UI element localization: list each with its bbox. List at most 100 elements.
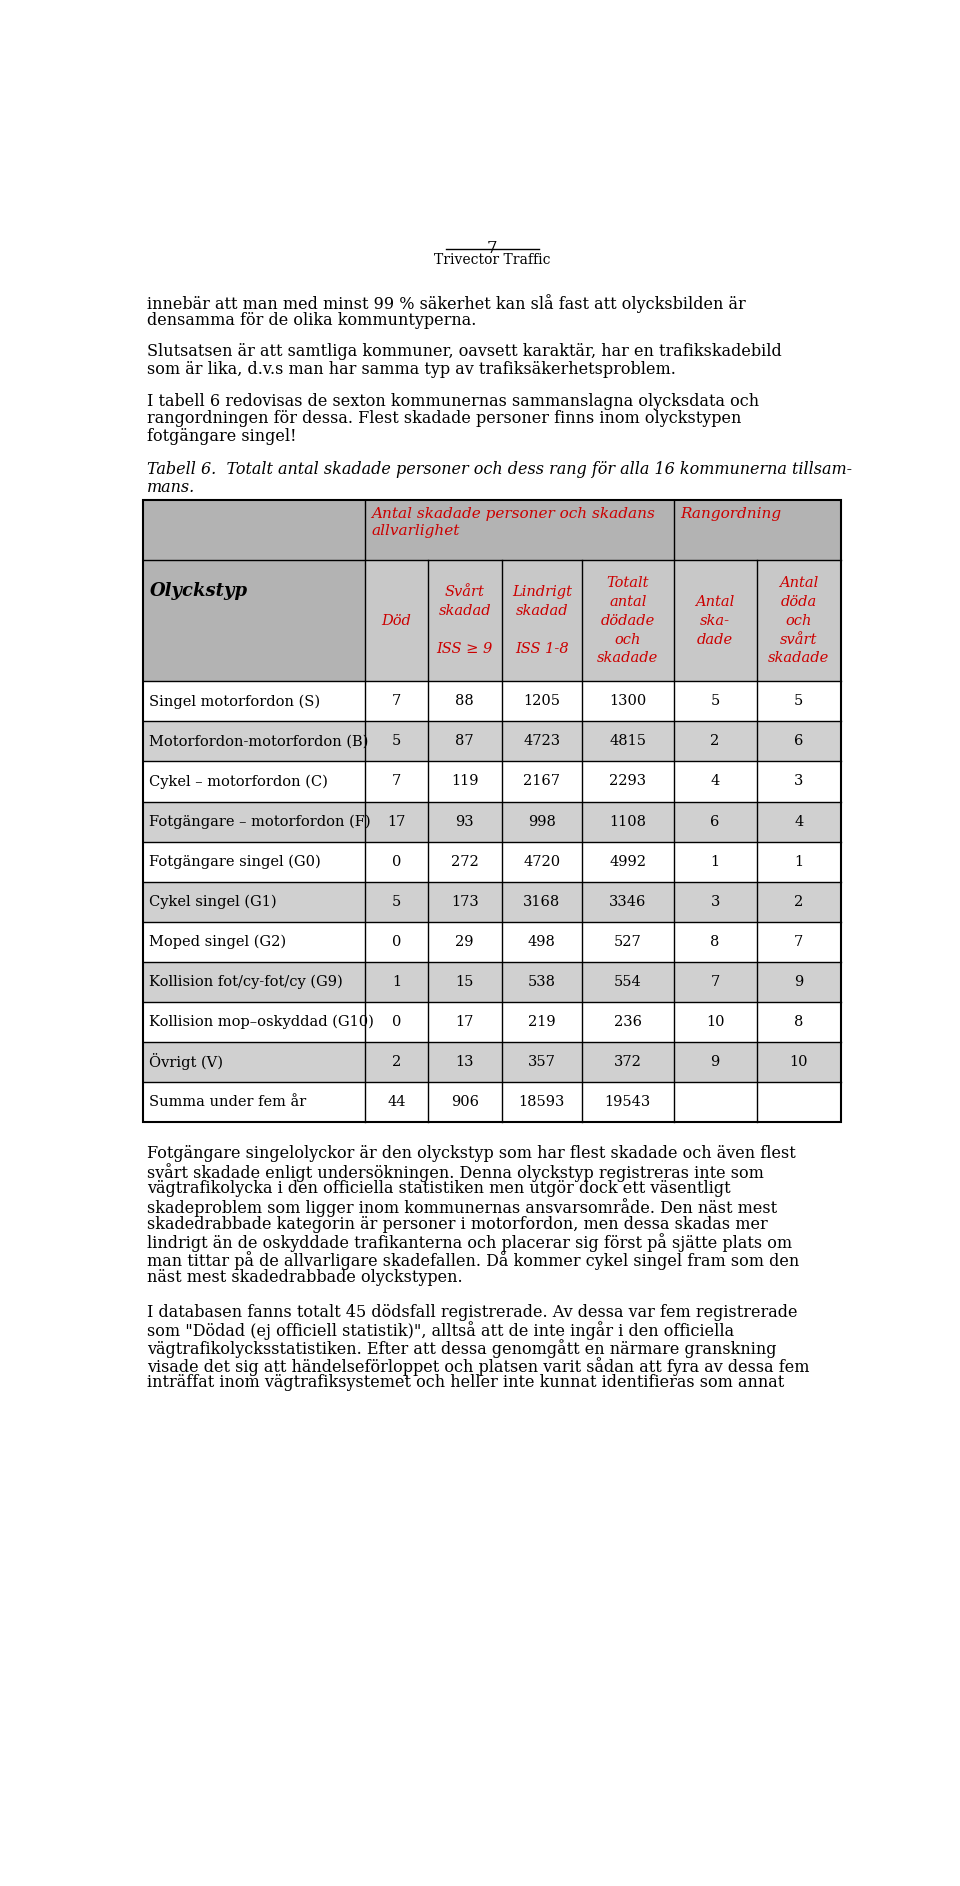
Bar [365, 841, 428, 881]
Bar [502, 1083, 582, 1122]
Bar [582, 1083, 674, 1122]
Text: näst mest skadedrabbade olyckstypen.: näst mest skadedrabbade olyckstypen. [147, 1269, 463, 1286]
Text: 4: 4 [794, 815, 804, 828]
Bar [428, 681, 502, 722]
Bar [674, 802, 756, 841]
Text: 554: 554 [614, 975, 641, 988]
Bar [502, 962, 582, 1001]
Bar [674, 681, 756, 722]
Text: 7: 7 [392, 775, 401, 788]
Text: 0: 0 [392, 935, 401, 949]
Text: 2: 2 [392, 1054, 401, 1069]
Bar [582, 722, 674, 762]
Text: 5: 5 [392, 894, 401, 909]
Bar [756, 722, 841, 762]
Bar [756, 560, 841, 681]
Bar [674, 560, 756, 681]
Text: 357: 357 [528, 1054, 556, 1069]
Text: Motorfordon-motorfordon (B): Motorfordon-motorfordon (B) [150, 734, 369, 749]
Bar [365, 762, 428, 802]
Bar [674, 962, 756, 1001]
Text: 29: 29 [455, 935, 474, 949]
Text: Cykel singel (G1): Cykel singel (G1) [150, 894, 277, 909]
Text: 119: 119 [451, 775, 478, 788]
Bar [428, 762, 502, 802]
Text: 93: 93 [455, 815, 474, 828]
Bar [143, 722, 365, 762]
Bar [428, 560, 502, 681]
Bar [143, 681, 365, 722]
Bar [756, 681, 841, 722]
Text: Kollision mop–oskyddad (G10): Kollision mop–oskyddad (G10) [150, 1015, 374, 1030]
Text: 17: 17 [456, 1015, 474, 1028]
Bar [365, 922, 428, 962]
Bar [674, 881, 756, 922]
Text: 0: 0 [392, 854, 401, 869]
Text: 17: 17 [387, 815, 405, 828]
Bar [365, 1041, 428, 1083]
Text: Cykel – motorfordon (C): Cykel – motorfordon (C) [150, 775, 328, 788]
Bar [502, 681, 582, 722]
Bar [582, 681, 674, 722]
Bar [143, 500, 365, 681]
Bar [582, 841, 674, 881]
Bar [143, 500, 841, 1122]
Text: 236: 236 [613, 1015, 642, 1028]
Text: 4723: 4723 [523, 734, 561, 749]
Bar [674, 762, 756, 802]
Text: 4: 4 [710, 775, 720, 788]
Text: 44: 44 [387, 1094, 406, 1109]
Text: innebär att man med minst 99 % säkerhet kan slå fast att olycksbilden är: innebär att man med minst 99 % säkerhet … [147, 294, 746, 313]
Text: 1205: 1205 [523, 694, 561, 709]
Text: Antal skadade personer och skadans: Antal skadade personer och skadans [372, 507, 655, 521]
Bar [502, 1001, 582, 1041]
Text: 2293: 2293 [610, 775, 646, 788]
Text: fotgängare singel!: fotgängare singel! [147, 428, 297, 445]
Bar [582, 560, 674, 681]
Text: svårt skadade enligt undersökningen. Denna olyckstyp registreras inte som: svårt skadade enligt undersökningen. Den… [147, 1162, 764, 1181]
Text: Svårt
skadad

ISS ≥ 9: Svårt skadad ISS ≥ 9 [437, 585, 492, 656]
Text: 19543: 19543 [605, 1094, 651, 1109]
Bar [756, 762, 841, 802]
Bar [502, 881, 582, 922]
Bar [756, 1001, 841, 1041]
Bar [674, 1083, 756, 1122]
Text: Slutsatsen är att samtliga kommuner, oavsett karaktär, har en trafikskadebild: Slutsatsen är att samtliga kommuner, oav… [147, 343, 781, 360]
Bar [428, 962, 502, 1001]
Bar [365, 560, 428, 681]
Text: 87: 87 [455, 734, 474, 749]
Bar [582, 962, 674, 1001]
Bar [365, 681, 428, 722]
Bar [502, 762, 582, 802]
Bar [428, 802, 502, 841]
Bar [143, 922, 365, 962]
Bar [143, 841, 365, 881]
Text: 2: 2 [710, 734, 720, 749]
Text: 88: 88 [455, 694, 474, 709]
Text: 906: 906 [451, 1094, 479, 1109]
Text: Trivector Traffic: Trivector Traffic [434, 253, 550, 268]
Text: Fotgängare singel (G0): Fotgängare singel (G0) [150, 854, 322, 869]
Bar [365, 722, 428, 762]
Bar [143, 802, 365, 841]
Text: Antal
döda
och
svårt
skadade: Antal döda och svårt skadade [768, 575, 829, 666]
Text: 219: 219 [528, 1015, 556, 1028]
Text: 10: 10 [706, 1015, 725, 1028]
Text: 538: 538 [528, 975, 556, 988]
Bar [674, 1001, 756, 1041]
Text: 1: 1 [710, 854, 720, 869]
Text: vägtrafikolycksstatistiken. Efter att dessa genomgått en närmare granskning: vägtrafikolycksstatistiken. Efter att de… [147, 1339, 777, 1358]
Text: 7: 7 [710, 975, 720, 988]
Text: man tittar på de allvarligare skadefallen. Då kommer cykel singel fram som den: man tittar på de allvarligare skadefalle… [147, 1250, 800, 1269]
Bar [428, 722, 502, 762]
Bar [582, 762, 674, 802]
Bar [428, 1041, 502, 1083]
Text: 9: 9 [710, 1054, 720, 1069]
Text: I databasen fanns totalt 45 dödsfall registrerade. Av dessa var fem registrerade: I databasen fanns totalt 45 dödsfall reg… [147, 1303, 798, 1320]
Bar [756, 802, 841, 841]
Bar [365, 802, 428, 841]
Text: 6: 6 [794, 734, 804, 749]
Text: 1: 1 [392, 975, 401, 988]
Bar [365, 881, 428, 922]
Text: 3168: 3168 [523, 894, 561, 909]
